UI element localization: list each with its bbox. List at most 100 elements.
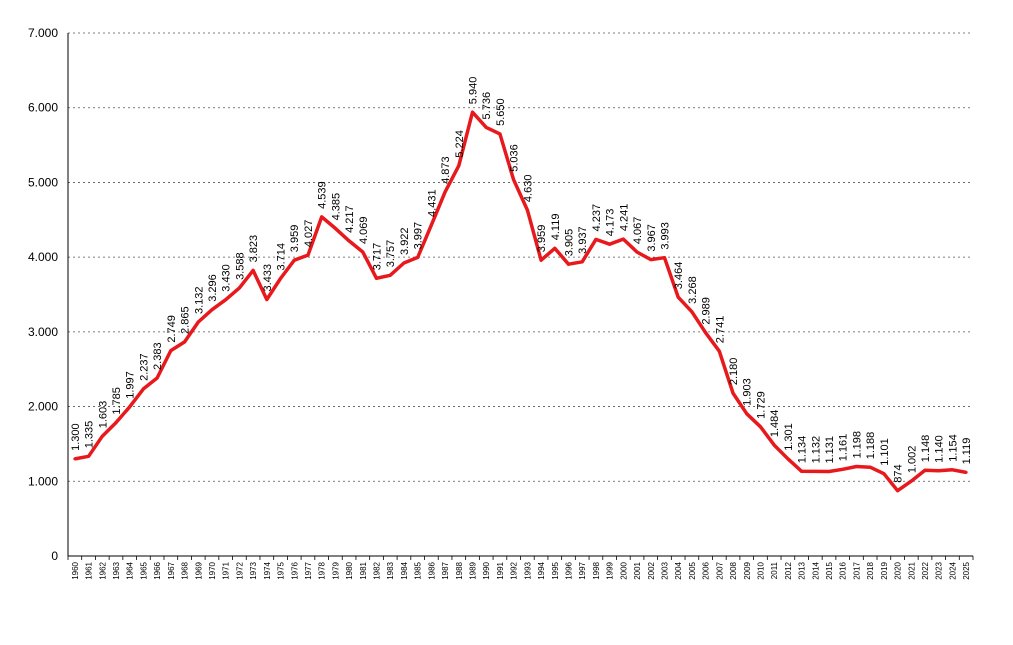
data-label: 4.237 xyxy=(591,204,603,232)
data-label: 2.237 xyxy=(138,353,150,381)
x-tick-label: 1973 xyxy=(249,561,258,579)
data-label: 874 xyxy=(893,464,905,482)
data-label: 1.148 xyxy=(920,435,932,463)
data-point xyxy=(87,454,91,458)
x-tick-label: 1997 xyxy=(578,561,587,579)
data-label: 2.383 xyxy=(152,342,164,370)
data-label: 4.241 xyxy=(618,204,630,232)
x-tick-label: 1998 xyxy=(592,561,601,579)
data-label: 2.865 xyxy=(180,306,192,334)
data-point xyxy=(128,405,132,409)
data-point xyxy=(841,467,845,471)
data-point xyxy=(155,376,159,380)
x-tick-label: 1968 xyxy=(181,561,190,579)
data-point xyxy=(882,472,886,476)
data-label: 1.997 xyxy=(125,371,137,399)
data-point xyxy=(923,468,927,472)
x-tick-label: 2005 xyxy=(688,561,697,579)
x-tick-label: 2006 xyxy=(702,561,711,579)
x-tick-label: 2014 xyxy=(811,561,820,579)
x-tick-label: 1963 xyxy=(112,561,121,579)
y-tick-label: 6.000 xyxy=(28,101,58,115)
data-label: 2.741 xyxy=(714,316,726,344)
x-tick-label: 1961 xyxy=(85,561,94,579)
data-point xyxy=(690,310,694,314)
data-label: 3.757 xyxy=(385,240,397,268)
x-tick-label: 2001 xyxy=(633,561,642,579)
data-point xyxy=(114,421,118,425)
data-point xyxy=(388,273,392,277)
y-tick-label: 2.000 xyxy=(28,400,58,414)
x-tick-label: 1972 xyxy=(235,561,244,579)
data-label: 4.873 xyxy=(440,156,452,184)
x-tick-label: 1970 xyxy=(208,561,217,579)
data-label: 3.717 xyxy=(372,243,384,271)
y-tick-label: 4.000 xyxy=(28,250,58,264)
data-point xyxy=(333,226,337,230)
x-tick-label: 2012 xyxy=(784,561,793,579)
data-label: 3.464 xyxy=(673,262,685,290)
x-tick-label: 2021 xyxy=(907,561,916,579)
data-point xyxy=(471,110,475,114)
data-point xyxy=(896,489,900,493)
x-tick-label: 2023 xyxy=(935,561,944,579)
data-label: 1.002 xyxy=(906,446,918,474)
data-label: 1.161 xyxy=(838,434,850,462)
x-tick-label: 2024 xyxy=(948,561,957,579)
data-label: 2.989 xyxy=(701,297,713,325)
data-point xyxy=(100,434,104,438)
x-tick-label: 1985 xyxy=(414,561,423,579)
data-label: 1.101 xyxy=(879,438,891,466)
data-point xyxy=(594,237,598,241)
x-tick-label: 2011 xyxy=(770,561,779,579)
x-tick-label: 2008 xyxy=(729,561,738,579)
x-tick-label: 2025 xyxy=(962,561,971,579)
x-tick-label: 1980 xyxy=(345,561,354,579)
data-point xyxy=(443,190,447,194)
x-tick-label: 2003 xyxy=(660,561,669,579)
data-point xyxy=(402,261,406,265)
y-tick-label: 0 xyxy=(51,549,58,563)
data-label: 5.940 xyxy=(468,77,480,105)
x-tick-label: 1978 xyxy=(318,561,327,579)
x-tick-label: 1974 xyxy=(263,561,272,579)
y-tick-label: 5.000 xyxy=(28,175,58,189)
data-point xyxy=(183,340,187,344)
data-point xyxy=(210,308,214,312)
data-label: 5.224 xyxy=(454,130,466,158)
data-label: 4.539 xyxy=(317,181,329,209)
x-tick-label: 1991 xyxy=(496,561,505,579)
data-point xyxy=(649,258,653,262)
x-tick-label: 2018 xyxy=(866,561,875,579)
data-label: 3.993 xyxy=(659,222,671,250)
data-point xyxy=(306,253,310,257)
data-label: 1.335 xyxy=(84,421,96,449)
data-label: 3.997 xyxy=(413,222,425,250)
x-tick-label: 1976 xyxy=(290,561,299,579)
x-tick-label: 2009 xyxy=(743,561,752,579)
data-point xyxy=(731,391,735,395)
data-label: 4.385 xyxy=(330,193,342,221)
data-label: 3.714 xyxy=(276,243,288,271)
data-label: 5.036 xyxy=(509,144,521,172)
y-tick-label: 7.000 xyxy=(28,26,58,40)
data-point xyxy=(279,277,283,281)
data-label: 3.433 xyxy=(262,264,274,292)
data-label: 3.823 xyxy=(248,235,260,263)
x-tick-label: 1986 xyxy=(427,561,436,579)
data-point xyxy=(717,349,721,353)
data-label: 4.119 xyxy=(550,214,562,241)
x-tick-label: 1971 xyxy=(222,561,231,579)
x-tick-label: 1984 xyxy=(400,561,409,579)
data-point xyxy=(580,260,584,264)
data-point xyxy=(347,239,351,243)
data-label: 3.922 xyxy=(399,227,411,255)
x-tick-label: 1990 xyxy=(482,561,491,579)
data-label: 5.650 xyxy=(495,98,507,126)
data-point xyxy=(745,412,749,416)
data-point xyxy=(237,286,241,290)
data-point xyxy=(964,470,968,474)
data-label: 1.729 xyxy=(755,391,767,419)
data-point xyxy=(196,320,200,324)
